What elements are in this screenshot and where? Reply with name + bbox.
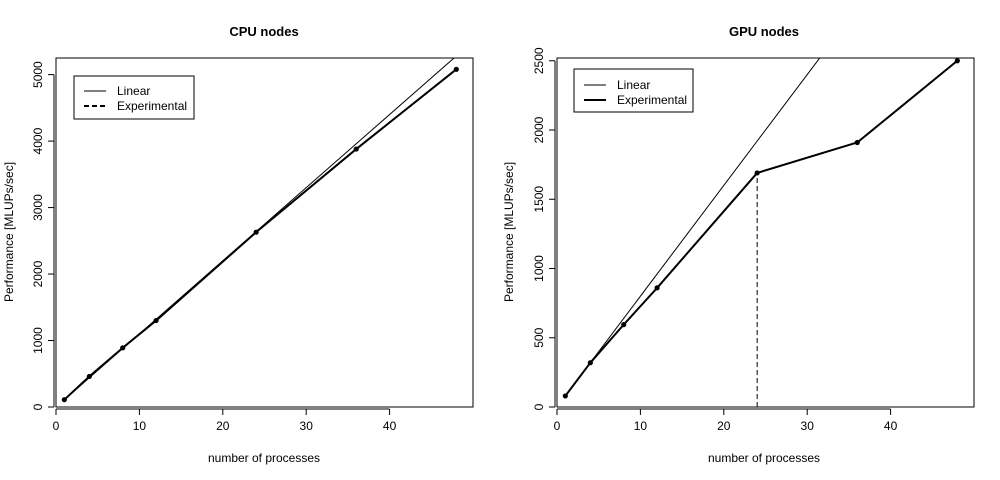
x-tick-label: 20 xyxy=(717,419,731,433)
plot-area xyxy=(562,58,960,407)
x-axis: 0 10 20 30 40 xyxy=(53,408,397,433)
legend-box xyxy=(73,75,195,120)
x-tick-label: 20 xyxy=(216,419,230,433)
x-axis-label: number of processes xyxy=(708,451,820,465)
x-tick-label: 30 xyxy=(300,419,314,433)
experimental-point xyxy=(621,321,627,328)
experimental-point xyxy=(854,139,860,146)
x-tick-label: 30 xyxy=(801,419,815,433)
legend: Linear Experimental xyxy=(573,68,694,113)
legend-linear-label: Linear xyxy=(117,84,150,98)
experimental-point xyxy=(954,58,960,64)
y-tick-label: 4000 xyxy=(31,127,45,154)
plot-frame xyxy=(55,57,474,408)
y-tick-label: 0 xyxy=(532,403,546,410)
experimental-point xyxy=(86,373,92,380)
chart-title: GPU nodes xyxy=(729,24,799,39)
legend-experimental-label: Experimental xyxy=(617,93,687,107)
x-tick-label: 40 xyxy=(383,419,397,433)
experimental-point xyxy=(253,229,259,235)
x-tick-label: 0 xyxy=(554,419,561,433)
experimental-point xyxy=(353,146,359,152)
experimental-point xyxy=(587,360,593,366)
y-tick-label: 2500 xyxy=(532,47,546,74)
x-tick-label: 40 xyxy=(884,419,898,433)
y-tick-label: 5000 xyxy=(31,61,45,88)
y-tick-label: 1500 xyxy=(532,186,546,213)
y-axis: 0 500 1000 1500 2000 2500 xyxy=(532,47,556,410)
experimental-point xyxy=(562,393,568,399)
plot-area xyxy=(61,58,459,403)
y-tick-label: 1000 xyxy=(31,327,45,354)
legend: Linear Experimental xyxy=(73,75,195,120)
experimental-point xyxy=(61,397,67,403)
y-tick-label: 3000 xyxy=(31,194,45,221)
x-tick-label: 10 xyxy=(634,419,648,433)
x-axis: 0 10 20 30 40 xyxy=(554,408,898,433)
legend-box xyxy=(573,68,694,113)
plot-frame xyxy=(556,57,975,408)
y-tick-label: 2000 xyxy=(31,260,45,287)
x-tick-label: 10 xyxy=(133,419,147,433)
chart-title: CPU nodes xyxy=(229,24,298,39)
experimental-point xyxy=(120,345,126,351)
experimental-point xyxy=(453,66,459,72)
linear-series-line xyxy=(564,58,821,397)
legend-linear-label: Linear xyxy=(617,78,650,92)
x-axis-label: number of processes xyxy=(208,451,320,465)
experimental-point xyxy=(754,170,760,176)
cpu-nodes-panel: CPU nodes 0 10 20 30 40 0 1000 2000 3000 4000 500… xyxy=(2,24,474,465)
gpu-nodes-panel: GPU nodes 0 10 20 30 40 0 500 1000 1500 2000 2500… xyxy=(502,24,975,465)
y-tick-label: 2000 xyxy=(532,116,546,143)
x-tick-label: 0 xyxy=(53,419,60,433)
y-tick-label: 500 xyxy=(532,327,546,347)
y-tick-label: 0 xyxy=(31,403,45,410)
y-axis-label: Performance [MLUPs/sec] xyxy=(502,162,516,302)
experimental-point xyxy=(654,285,660,291)
y-axis-label: Performance [MLUPs/sec] xyxy=(2,162,16,302)
y-tick-label: 1000 xyxy=(532,255,546,282)
legend-experimental-label: Experimental xyxy=(117,99,187,113)
experimental-point xyxy=(153,317,159,324)
y-axis: 0 1000 2000 3000 4000 5000 xyxy=(31,61,55,410)
